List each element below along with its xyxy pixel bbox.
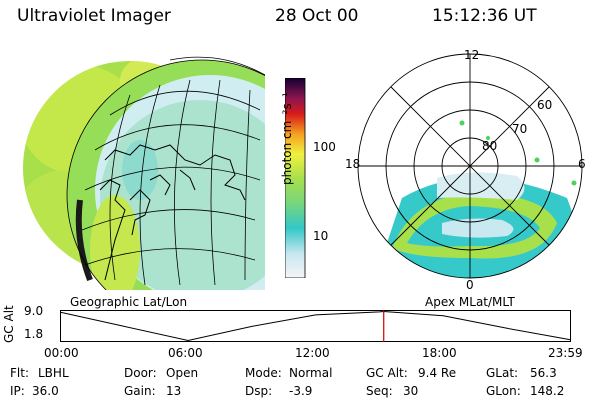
mlt-label-18: 18 (345, 157, 361, 171)
altitude-xtick-0: 00:00 (44, 346, 79, 360)
mlat-label-70: 70 (512, 122, 528, 136)
glon-value: 148.2 (530, 384, 565, 398)
geographic-image (23, 56, 265, 290)
altitude-plot-frame (60, 310, 571, 342)
dsp-value: -3.9 (289, 384, 313, 398)
seq-value: 30 (403, 384, 419, 398)
altitude-ytick-1.8: 1.8 (24, 327, 44, 341)
ip-label: IP: (10, 384, 25, 398)
polar-image (357, 53, 583, 279)
gain-label: Gain: (124, 384, 156, 398)
date-label: 28 Oct 00 (275, 6, 359, 26)
mode-label: Mode: (245, 366, 282, 380)
mlat-label-80: 80 (482, 139, 498, 153)
glat-label: GLat: (486, 366, 519, 380)
seq-label: Seq: (366, 384, 393, 398)
colorbar (285, 78, 306, 278)
glat-value: 56.3 (530, 366, 557, 380)
gain-value: 13 (166, 384, 182, 398)
mlt-label-6: 6 (578, 157, 586, 171)
left-panel-label: Geographic Lat/Lon (70, 295, 188, 309)
instrument-title: Ultraviolet Imager (17, 6, 171, 26)
mlat-label-60: 60 (537, 98, 553, 112)
altitude-xtick-4: 23:59 (548, 346, 583, 360)
altitude-trace (60, 310, 571, 342)
door-label: Door: (124, 366, 157, 380)
mode-value: Normal (289, 366, 333, 380)
ip-value: 36.0 (32, 384, 59, 398)
altitude-xtick-2: 12:00 (295, 346, 330, 360)
colorbar-tick-100: 100 (313, 140, 336, 154)
altitude-plot (60, 310, 571, 342)
glon-label: GLon: (486, 384, 521, 398)
dsp-label: Dsp: (245, 384, 273, 398)
mlt-label-0: 0 (466, 278, 474, 292)
mlt-label-12: 12 (464, 48, 480, 62)
gcalt-value: 9.4 Re (418, 366, 457, 380)
altitude-ytick-9: 9.0 (24, 304, 44, 318)
time-label: 15:12:36 UT (432, 6, 537, 26)
colorbar-unit-label: photon cm⁻²s⁻¹ (280, 92, 294, 185)
door-value: Open (166, 366, 199, 380)
right-panel-label: Apex MLat/MLT (425, 295, 515, 309)
flt-value: LBHL (38, 366, 69, 380)
altitude-xtick-1: 06:00 (168, 346, 203, 360)
altitude-ylabel: GC Alt (2, 305, 16, 343)
altitude-xtick-3: 18:00 (422, 346, 457, 360)
gcalt-label: GC Alt: (366, 366, 408, 380)
colorbar-tick-10: 10 (313, 229, 329, 243)
flt-label: Flt: (10, 366, 29, 380)
